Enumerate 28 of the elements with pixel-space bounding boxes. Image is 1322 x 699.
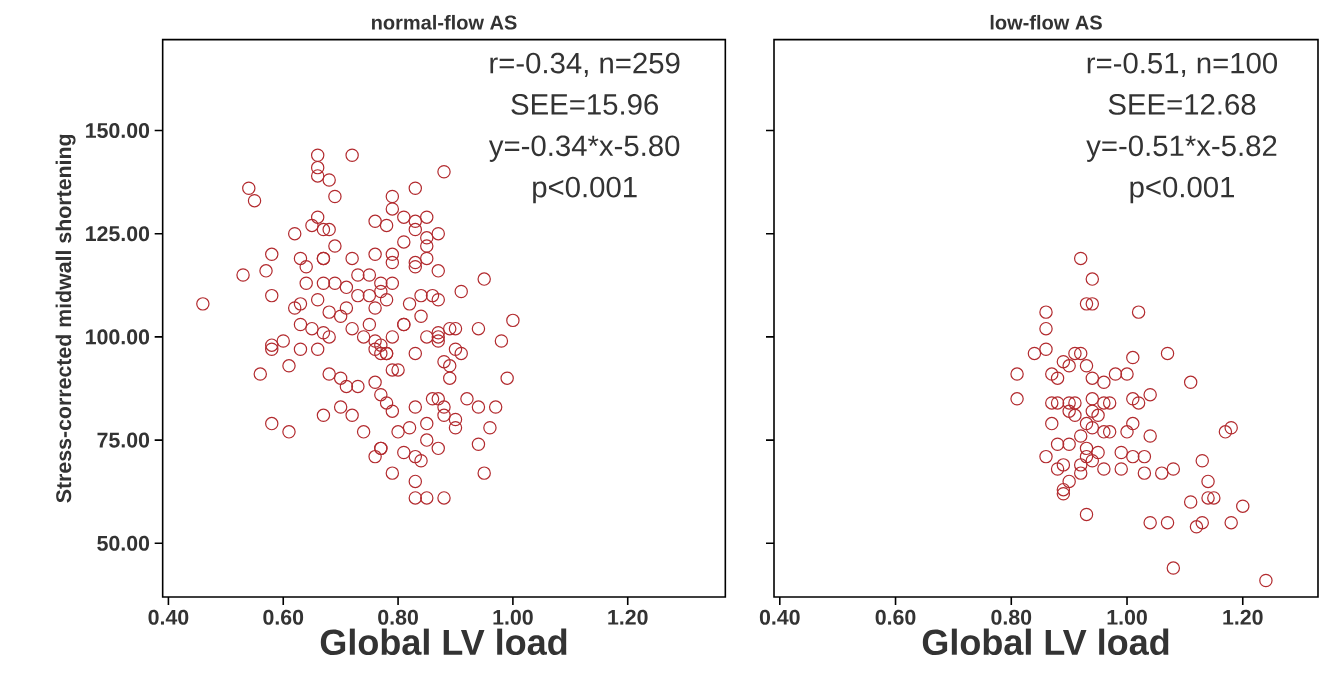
x-tick-label: 1.20 [608,609,648,625]
annotation: SEE=15.96 [511,94,658,115]
y-tick-label: 50.00 [97,535,150,551]
x-tick-label: 0.80 [378,609,418,625]
x-tick-label: 1.00 [493,609,533,625]
x-tick-label: 1.00 [1107,609,1147,625]
x-tick-label: 0.40 [148,609,189,625]
annotation: p<0.001 [533,176,637,204]
x-axis-title: Global LV load [922,628,1169,656]
y-axis-title: Stress-corrected midwall shortening [55,134,76,503]
annotation: r=-0.34, n=259 [490,52,680,77]
x-tick-label: 1.20 [1223,609,1263,625]
x-tick-label: 0.60 [263,609,304,625]
chart-title: low-flow AS [990,14,1102,30]
y-tick-label: 75.00 [97,432,150,448]
annotation: y=-0.51*x-5.82 [1086,135,1277,162]
x-tick-label: 0.40 [759,609,800,625]
x-tick-label: 0.80 [991,609,1032,625]
annotation: r=-0.51, n=100 [1087,52,1278,77]
y-tick-label: 150.00 [86,122,150,139]
annotation: p<0.001 [1130,176,1234,204]
chart-title: normal-flow AS [371,14,517,30]
y-tick-label: 125.00 [86,226,150,242]
annotation: y=-0.34*x-5.80 [488,135,680,162]
x-tick-label: 0.60 [875,609,916,625]
annotation: SEE=12.68 [1108,94,1256,115]
x-axis-title: Global LV load [320,628,567,656]
y-tick-label: 100.00 [86,329,150,345]
